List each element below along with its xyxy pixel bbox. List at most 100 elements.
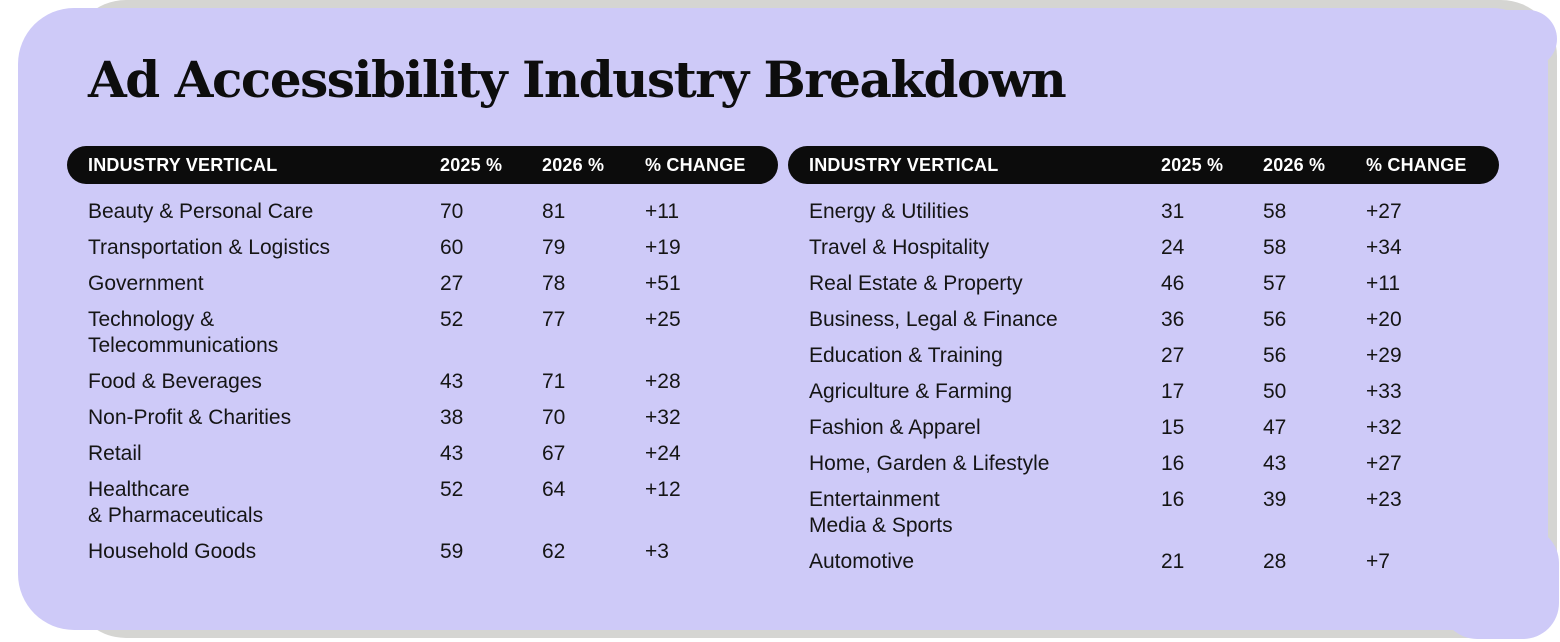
- industry-label: Travel & Hospitality: [809, 236, 990, 259]
- table-row: Automotive 21 28 +7: [788, 549, 1499, 585]
- table-row: Household Goods 59 62 +3: [67, 539, 778, 575]
- industry-label: Business, Legal & Finance: [809, 308, 1058, 331]
- page-title: Ad Accessibility Industry Breakdown: [88, 50, 1067, 109]
- tables-container: INDUSTRY VERTICAL 2025 % 2026 % % CHANGE…: [67, 146, 1499, 585]
- value-2026: 77: [542, 308, 566, 331]
- value-2025: 70: [440, 200, 464, 223]
- value-2025: 38: [440, 406, 464, 429]
- value-2026: 62: [542, 540, 566, 563]
- value-2026: 70: [542, 406, 566, 429]
- industry-label: Healthcare & Pharmaceuticals: [88, 478, 264, 527]
- value-change: +24: [645, 442, 681, 465]
- value-2026: 64: [542, 478, 566, 501]
- value-2025: 43: [440, 442, 464, 465]
- value-2025: 43: [440, 370, 464, 393]
- value-change: +3: [645, 540, 669, 563]
- industry-label: Agriculture & Farming: [809, 380, 1013, 403]
- value-2026: 78: [542, 272, 566, 295]
- table-row: Agriculture & Farming 17 50 +33: [788, 379, 1499, 415]
- value-change: +7: [1366, 550, 1390, 573]
- value-2026: 58: [1263, 200, 1287, 223]
- industry-label: Food & Beverages: [88, 370, 262, 393]
- table-row: Real Estate & Property 46 57 +11: [788, 271, 1499, 307]
- column-header-2026: 2026 %: [542, 154, 605, 175]
- table-row: Beauty & Personal Care 70 81 +11: [67, 199, 778, 235]
- value-2025: 21: [1161, 550, 1185, 573]
- value-change: +32: [1366, 416, 1402, 439]
- industry-label: Real Estate & Property: [809, 272, 1023, 295]
- value-2026: 81: [542, 200, 566, 223]
- value-2025: 59: [440, 540, 464, 563]
- industry-label: Retail: [88, 442, 142, 465]
- value-2026: 47: [1263, 416, 1287, 439]
- value-2026: 57: [1263, 272, 1287, 295]
- industry-label: Automotive: [809, 550, 915, 573]
- table-rows-right: Energy & Utilities 31 58 +27 Travel & Hospit…: [788, 199, 1499, 585]
- value-2025: 15: [1161, 416, 1185, 439]
- table-row: Fashion & Apparel 15 47 +32: [788, 415, 1499, 451]
- column-header-2026: 2026 %: [1263, 154, 1326, 175]
- table-header-right: INDUSTRY VERTICAL 2025 % 2026 % % CHANGE: [788, 146, 1499, 184]
- industry-label: Household Goods: [88, 540, 257, 563]
- value-change: +29: [1366, 344, 1402, 367]
- value-change: +33: [1366, 380, 1402, 403]
- table-row: Non-Profit & Charities 38 70 +32: [67, 405, 778, 441]
- value-change: +32: [645, 406, 681, 429]
- value-change: +12: [645, 478, 681, 501]
- value-change: +27: [1366, 200, 1402, 223]
- value-change: +34: [1366, 236, 1402, 259]
- industry-table-right: INDUSTRY VERTICAL 2025 % 2026 % % CHANGE…: [788, 146, 1499, 585]
- value-2026: 79: [542, 236, 566, 259]
- value-2026: 58: [1263, 236, 1287, 259]
- main-card: Ad Accessibility Industry Breakdown INDU…: [18, 8, 1548, 630]
- column-header-industry: INDUSTRY VERTICAL: [809, 154, 999, 175]
- column-header-2025: 2025 %: [440, 154, 503, 175]
- industry-label: Beauty & Personal Care: [88, 200, 314, 223]
- value-2026: 56: [1263, 308, 1287, 331]
- column-header-change: % CHANGE: [1366, 154, 1467, 175]
- value-2025: 60: [440, 236, 464, 259]
- value-2025: 27: [1161, 344, 1185, 367]
- table-row: Healthcare & Pharmaceuticals 52 64 +12: [67, 477, 778, 539]
- table-row: Energy & Utilities 31 58 +27: [788, 199, 1499, 235]
- value-change: +27: [1366, 452, 1402, 475]
- industry-label: Energy & Utilities: [809, 200, 969, 223]
- table-row: Entertainment Media & Sports 16 39 +23: [788, 487, 1499, 549]
- value-2026: 67: [542, 442, 566, 465]
- value-change: +11: [645, 200, 680, 223]
- value-change: +19: [645, 236, 681, 259]
- value-2026: 43: [1263, 452, 1287, 475]
- table-row: Government 27 78 +51: [67, 271, 778, 307]
- table-row: Technology & Telecommunications 52 77 +25: [67, 307, 778, 369]
- value-change: +23: [1366, 488, 1402, 511]
- column-header-industry: INDUSTRY VERTICAL: [88, 154, 278, 175]
- table-header-left: INDUSTRY VERTICAL 2025 % 2026 % % CHANGE: [67, 146, 778, 184]
- value-2026: 56: [1263, 344, 1287, 367]
- value-2025: 16: [1161, 488, 1185, 511]
- table-row: Business, Legal & Finance 36 56 +20: [788, 307, 1499, 343]
- table-rows-left: Beauty & Personal Care 70 81 +11 Transportat…: [67, 199, 778, 575]
- value-2025: 36: [1161, 308, 1185, 331]
- column-header-change: % CHANGE: [645, 154, 746, 175]
- industry-label: Non-Profit & Charities: [88, 406, 292, 429]
- industry-label: Education & Training: [809, 344, 1003, 367]
- value-2026: 28: [1263, 550, 1287, 573]
- value-2025: 16: [1161, 452, 1185, 475]
- value-2025: 52: [440, 478, 464, 501]
- table-row: Education & Training 27 56 +29: [788, 343, 1499, 379]
- value-2025: 17: [1161, 380, 1185, 403]
- table-row: Home, Garden & Lifestyle 16 43 +27: [788, 451, 1499, 487]
- value-2025: 27: [440, 272, 464, 295]
- value-change: +11: [1366, 272, 1401, 295]
- industry-table-left: INDUSTRY VERTICAL 2025 % 2026 % % CHANGE…: [67, 146, 778, 585]
- industry-label: Home, Garden & Lifestyle: [809, 452, 1050, 475]
- value-change: +28: [645, 370, 681, 393]
- value-change: +20: [1366, 308, 1402, 331]
- industry-label: Fashion & Apparel: [809, 416, 981, 439]
- industry-label: Technology & Telecommunications: [88, 308, 279, 357]
- value-2025: 46: [1161, 272, 1185, 295]
- value-2025: 24: [1161, 236, 1185, 259]
- value-2026: 50: [1263, 380, 1287, 403]
- table-row: Transportation & Logistics 60 79 +19: [67, 235, 778, 271]
